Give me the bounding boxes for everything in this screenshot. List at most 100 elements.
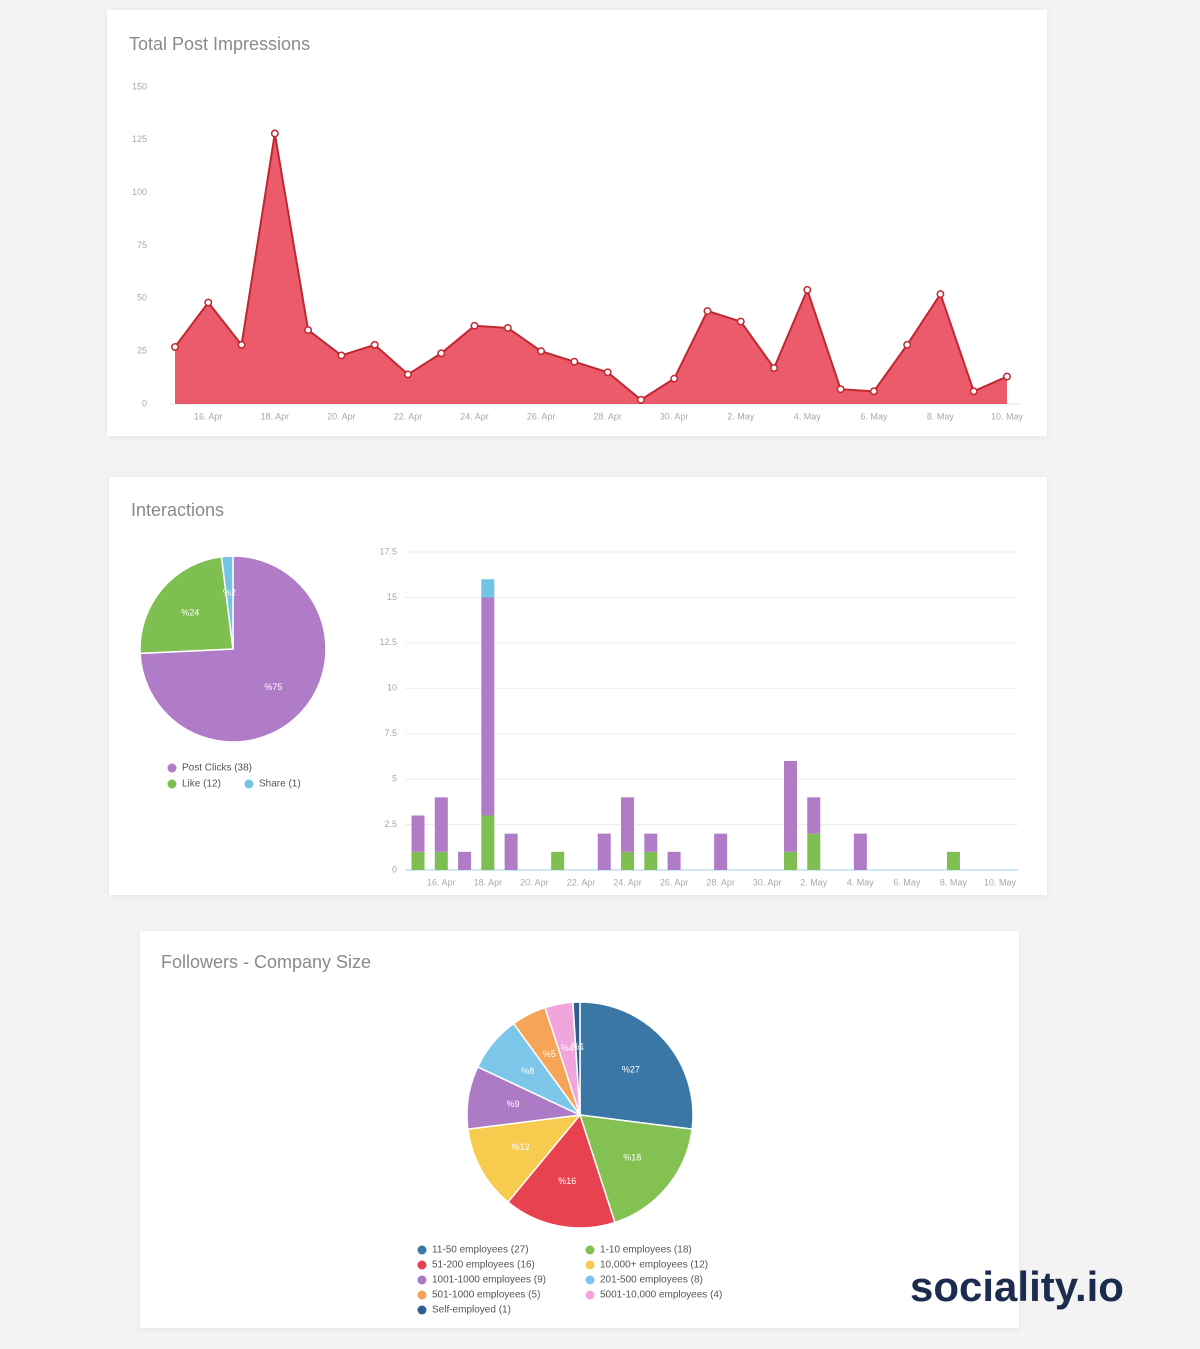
slice-label: %2 bbox=[223, 588, 236, 598]
area bbox=[175, 133, 1007, 404]
x-tick-label: 24. Apr bbox=[460, 411, 489, 421]
bar-segment bbox=[667, 851, 681, 870]
point bbox=[936, 290, 945, 299]
bar-segment bbox=[621, 797, 635, 852]
x-tick-label: 28. Apr bbox=[593, 411, 622, 421]
x-tick-label: 26. Apr bbox=[660, 877, 689, 887]
bar-segment bbox=[644, 833, 658, 852]
y-tick-label: 15 bbox=[387, 592, 397, 602]
point bbox=[836, 385, 845, 394]
bar-segment bbox=[411, 851, 425, 870]
pie-slice bbox=[467, 1114, 582, 1204]
x-tick-label: 6. May bbox=[860, 411, 888, 421]
bar-segment bbox=[783, 851, 797, 870]
y-tick-label: 12.5 bbox=[379, 637, 397, 647]
x-tick-label: 22. Apr bbox=[567, 877, 596, 887]
point bbox=[370, 340, 379, 349]
point bbox=[304, 326, 313, 334]
bar-segment bbox=[434, 851, 448, 870]
bar-segment bbox=[621, 851, 635, 870]
y-tick-label: 2.5 bbox=[384, 819, 397, 829]
pie-slice bbox=[139, 555, 234, 655]
y-tick-label: 75 bbox=[137, 240, 147, 250]
y-tick-label: 7.5 bbox=[384, 728, 397, 738]
x-tick-label: 6. May bbox=[893, 877, 921, 887]
point bbox=[270, 129, 279, 138]
legend-label: Like (12) bbox=[182, 779, 221, 790]
slice-label: %18 bbox=[623, 1153, 641, 1163]
y-tick-label: 125 bbox=[132, 134, 147, 144]
point bbox=[237, 340, 246, 349]
legend-label: 10,000+ employees (12) bbox=[600, 1260, 708, 1271]
slice-label: %24 bbox=[181, 607, 199, 617]
y-tick-label: 50 bbox=[137, 293, 147, 303]
legend-label: 501-1000 employees (5) bbox=[432, 1290, 540, 1301]
point bbox=[670, 374, 679, 383]
y-tick-label: 100 bbox=[132, 187, 147, 197]
pie-slice bbox=[572, 1001, 581, 1116]
bar-segment bbox=[853, 833, 867, 870]
x-tick-label: 4. May bbox=[847, 877, 875, 887]
point bbox=[903, 340, 912, 349]
point bbox=[1003, 372, 1011, 381]
point bbox=[570, 357, 579, 366]
legend-swatch bbox=[417, 1245, 427, 1255]
legend-label: 1-10 employees (18) bbox=[600, 1245, 692, 1256]
x-tick-label: 4. May bbox=[794, 411, 822, 421]
legend-swatch bbox=[167, 763, 177, 773]
legend-label: 1001-1000 employees (9) bbox=[432, 1275, 546, 1286]
slice-label: %12 bbox=[512, 1142, 530, 1152]
x-tick-label: 26. Apr bbox=[527, 411, 556, 421]
x-tick-label: 22. Apr bbox=[394, 411, 423, 421]
bar-segment bbox=[481, 815, 495, 870]
pie-slice bbox=[220, 555, 234, 650]
x-tick-label: 8. May bbox=[927, 411, 955, 421]
slice-label: %5 bbox=[543, 1049, 556, 1059]
bar-segment bbox=[434, 797, 448, 852]
point bbox=[603, 368, 612, 377]
line bbox=[174, 133, 1008, 402]
point bbox=[470, 321, 479, 330]
point bbox=[204, 298, 213, 307]
legend-swatch bbox=[417, 1260, 427, 1270]
bar-segment bbox=[714, 833, 728, 870]
slice-label: %9 bbox=[507, 1099, 520, 1109]
chart-title: Interactions bbox=[131, 500, 224, 520]
slice-label: %8 bbox=[521, 1066, 534, 1076]
legend-label: 5001-10,000 employees (4) bbox=[600, 1290, 722, 1301]
x-tick-label: 18. Apr bbox=[261, 411, 290, 421]
point bbox=[337, 351, 346, 360]
legend-swatch bbox=[585, 1275, 595, 1285]
chart-title: Followers - Company Size bbox=[161, 952, 371, 972]
x-tick-label: 2. May bbox=[727, 411, 755, 421]
y-tick-label: 10 bbox=[387, 683, 397, 693]
legend-swatch bbox=[167, 779, 177, 789]
slice-label: %27 bbox=[622, 1065, 640, 1075]
y-tick-label: 25 bbox=[137, 346, 147, 356]
x-tick-label: 20. Apr bbox=[327, 411, 356, 421]
bar-segment bbox=[551, 851, 565, 870]
legend-swatch bbox=[585, 1290, 595, 1300]
y-tick-label: 150 bbox=[132, 81, 147, 91]
bar-segment bbox=[411, 815, 425, 852]
x-tick-label: 16. Apr bbox=[427, 877, 456, 887]
bar-segment bbox=[481, 597, 495, 816]
x-tick-label: 18. Apr bbox=[474, 877, 503, 887]
point bbox=[171, 342, 179, 351]
pie-slice bbox=[578, 1114, 693, 1224]
y-tick-label: 17.5 bbox=[379, 546, 397, 556]
point bbox=[869, 387, 878, 396]
bar-segment bbox=[644, 851, 658, 870]
legend-label: 11-50 employees (27) bbox=[432, 1245, 529, 1256]
point bbox=[803, 285, 812, 294]
legend-label: Share (1) bbox=[259, 779, 301, 790]
bar-segment bbox=[807, 797, 821, 834]
x-tick-label: 10. May bbox=[984, 877, 1017, 887]
chart-title: Total Post Impressions bbox=[129, 34, 310, 54]
bar-segment bbox=[458, 851, 472, 870]
bar-segment bbox=[597, 833, 611, 870]
slice-label: %4 bbox=[561, 1043, 574, 1053]
slice-label: %75 bbox=[264, 682, 282, 692]
x-tick-label: 10. May bbox=[991, 411, 1024, 421]
legend-swatch bbox=[244, 779, 254, 789]
